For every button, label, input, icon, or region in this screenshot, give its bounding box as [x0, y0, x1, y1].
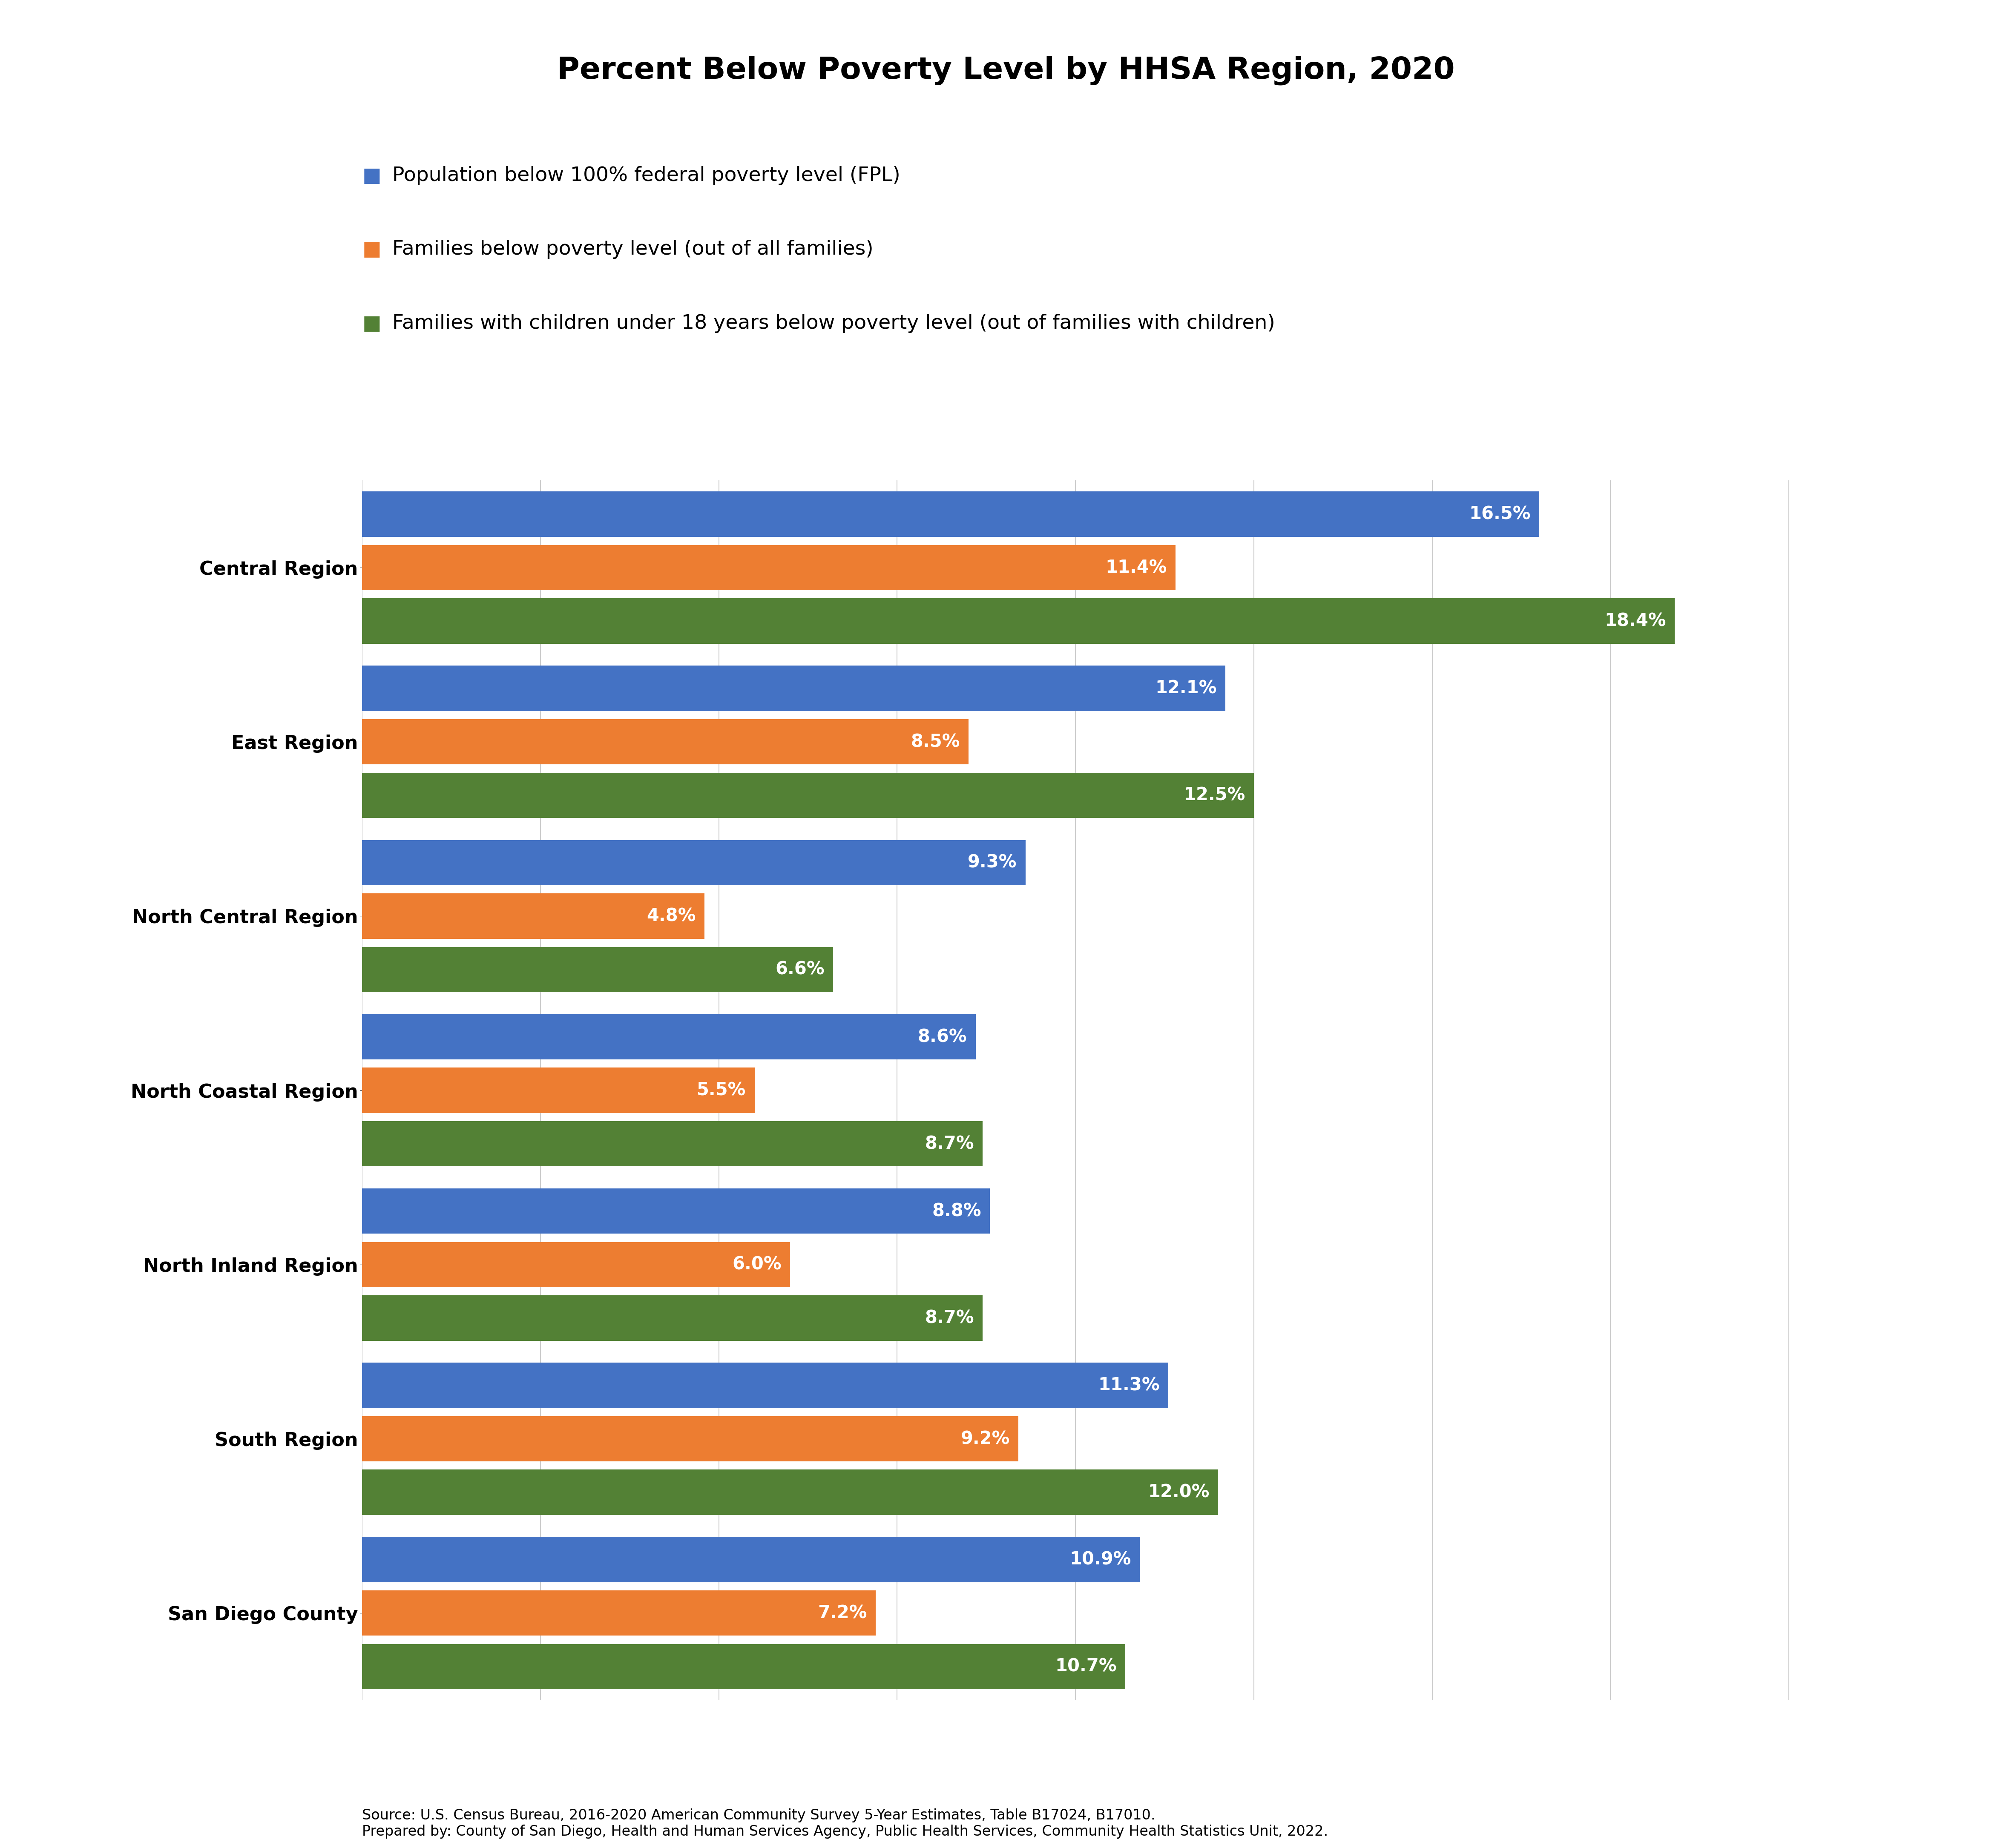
Text: Population below 100% federal poverty level (FPL): Population below 100% federal poverty le… — [392, 166, 899, 185]
Bar — [362, 1242, 791, 1288]
Text: 5.5%: 5.5% — [696, 1081, 746, 1100]
Text: 9.2%: 9.2% — [962, 1430, 1010, 1447]
Bar — [362, 1416, 1018, 1462]
Text: 11.4%: 11.4% — [1105, 558, 1167, 577]
Bar — [362, 1122, 982, 1166]
Text: 4.8%: 4.8% — [646, 907, 696, 926]
Bar — [362, 893, 704, 939]
Text: 7.2%: 7.2% — [819, 1604, 867, 1623]
Text: 8.7%: 8.7% — [926, 1135, 974, 1153]
Text: 12.1%: 12.1% — [1155, 680, 1217, 697]
Text: Families with children under 18 years below poverty level (out of families with : Families with children under 18 years be… — [392, 314, 1276, 333]
Text: ■: ■ — [362, 314, 380, 333]
Bar — [362, 1295, 982, 1340]
Text: 12.5%: 12.5% — [1183, 787, 1245, 804]
Text: 12.0%: 12.0% — [1149, 1484, 1209, 1501]
Text: 10.7%: 10.7% — [1054, 1658, 1117, 1676]
Bar — [362, 772, 1253, 819]
Text: 8.8%: 8.8% — [932, 1203, 982, 1220]
Bar — [362, 1591, 875, 1635]
Bar — [362, 1188, 990, 1234]
Text: 18.4%: 18.4% — [1606, 612, 1666, 630]
Text: 8.7%: 8.7% — [926, 1308, 974, 1327]
Bar — [362, 545, 1175, 590]
Text: ■: ■ — [362, 240, 380, 259]
Bar — [362, 1068, 754, 1112]
Bar — [362, 719, 968, 765]
Bar — [362, 1015, 976, 1059]
Bar — [362, 599, 1674, 643]
Bar — [362, 841, 1026, 885]
Text: 9.3%: 9.3% — [968, 854, 1016, 872]
Bar — [362, 665, 1225, 711]
Bar — [362, 1538, 1139, 1582]
Text: Source: U.S. Census Bureau, 2016-2020 American Community Survey 5-Year Estimates: Source: U.S. Census Bureau, 2016-2020 Am… — [362, 1809, 1328, 1839]
Text: 8.5%: 8.5% — [911, 734, 960, 750]
Bar — [362, 1469, 1217, 1515]
Text: 16.5%: 16.5% — [1469, 505, 1531, 523]
Text: 8.6%: 8.6% — [917, 1027, 968, 1046]
Text: 11.3%: 11.3% — [1099, 1377, 1159, 1393]
Bar — [362, 946, 833, 992]
Bar — [362, 1362, 1169, 1408]
Bar — [362, 492, 1539, 536]
Text: 10.9%: 10.9% — [1070, 1550, 1131, 1569]
Text: 6.0%: 6.0% — [732, 1255, 781, 1273]
Bar — [362, 1645, 1125, 1689]
Text: Families below poverty level (out of all families): Families below poverty level (out of all… — [392, 240, 873, 259]
Text: ■: ■ — [362, 166, 380, 185]
Text: Percent Below Poverty Level by HHSA Region, 2020: Percent Below Poverty Level by HHSA Regi… — [557, 55, 1455, 85]
Text: 6.6%: 6.6% — [775, 961, 825, 978]
